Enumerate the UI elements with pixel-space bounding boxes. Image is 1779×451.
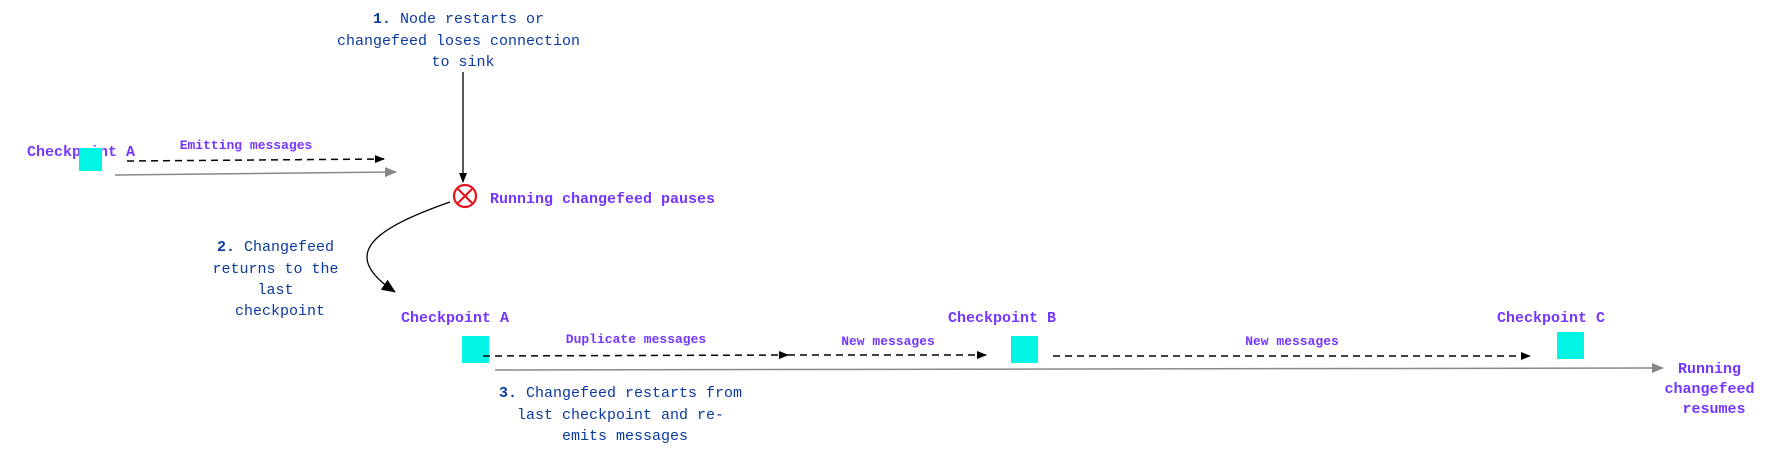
resume-label-line: resumes [1682, 401, 1745, 418]
step-2-line: returns to the [212, 261, 338, 278]
checkpoint-b-label: Checkpoint B [948, 310, 1056, 327]
step-1-line: changefeed loses connection [337, 33, 580, 50]
return-to-checkpoint-arrow [366, 201, 451, 293]
checkpoint-a-marker-top [79, 148, 102, 171]
pause-label: Running changefeed pauses [490, 191, 715, 208]
resume-label: Running changefeed resumes [1664, 361, 1763, 418]
emitting-messages-label: Emitting messages [180, 138, 313, 153]
step-1-number: 1. [373, 11, 391, 28]
bottom-timeline-line [494, 363, 1664, 374]
step-1-line: to sink [431, 54, 494, 71]
resume-label-line: Running [1678, 361, 1741, 378]
step-3-line: last checkpoint and re- [517, 407, 724, 424]
step-3-number: 3. [499, 385, 517, 402]
resume-label-line: changefeed [1664, 381, 1754, 398]
duplicate-messages-arrow [482, 351, 789, 360]
new-messages-label: New messages [841, 334, 935, 349]
checkpoint-b-marker [1011, 336, 1038, 363]
step-3-line: emits messages [562, 428, 688, 445]
circle-x-icon [452, 183, 478, 209]
checkpoint-c-label: Checkpoint C [1497, 310, 1605, 327]
step-2-text: 2. Changefeed returns to the last checkp… [212, 239, 347, 320]
step-3-text: 3. Changefeed restarts from last checkpo… [499, 385, 751, 445]
step-3-line: Changefeed restarts from [526, 385, 742, 402]
step-2-line: Changefeed [244, 239, 334, 256]
step-1-line: Node restarts or [400, 11, 544, 28]
step-2-line: last [257, 282, 293, 299]
duplicate-messages-label: Duplicate messages [566, 332, 707, 347]
checkpoint-a-marker-bottom [462, 336, 489, 363]
top-timeline-line [114, 167, 397, 178]
checkpoint-a-label-bottom: Checkpoint A [401, 310, 509, 327]
step-1-text: 1. Node restarts or changefeed loses con… [337, 11, 589, 71]
emitting-messages-arrow [126, 155, 385, 164]
step-2-line: checkpoint [235, 303, 325, 320]
checkpoint-c-marker [1557, 332, 1584, 359]
new-messages-label: New messages [1245, 334, 1339, 349]
step-2-number: 2. [217, 239, 235, 256]
